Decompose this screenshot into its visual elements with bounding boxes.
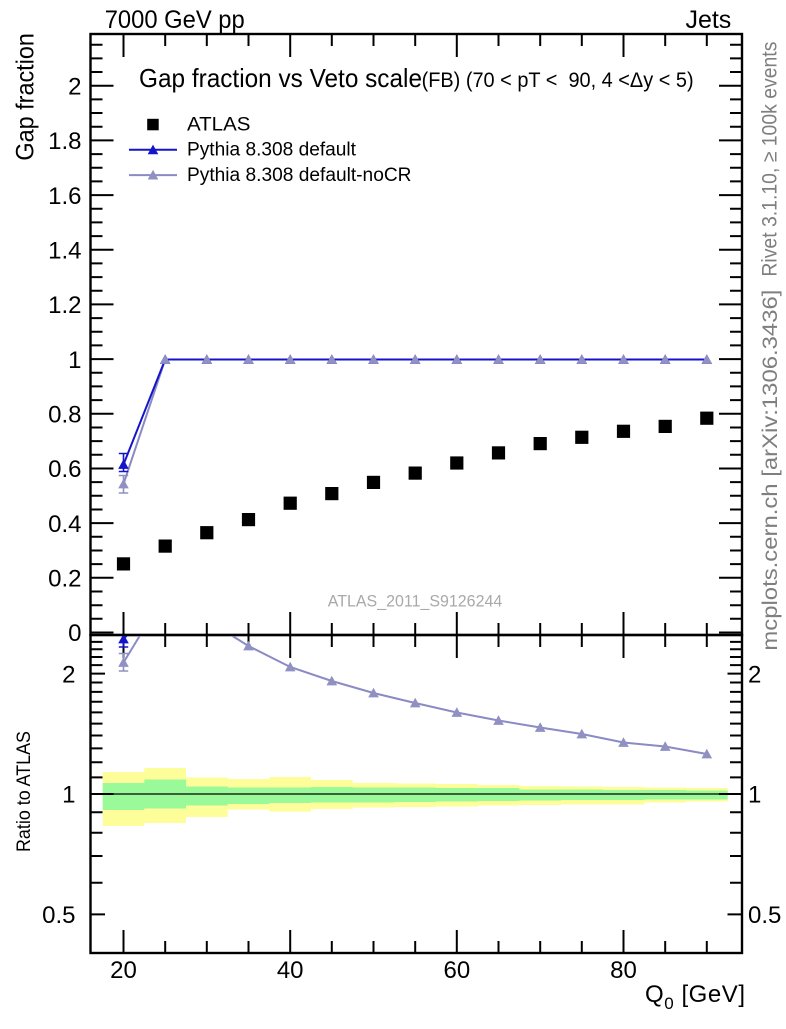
svg-text:2: 2 xyxy=(748,661,761,688)
svg-text:ATLAS: ATLAS xyxy=(187,114,250,135)
svg-text:1.6: 1.6 xyxy=(48,183,81,210)
svg-text:2: 2 xyxy=(68,73,81,100)
svg-text:Gap fraction: Gap fraction xyxy=(12,33,40,161)
svg-text:7000 GeV pp: 7000 GeV pp xyxy=(105,6,245,34)
svg-text:0.4: 0.4 xyxy=(48,511,81,538)
svg-text:Q0 [GeV]: Q0 [GeV] xyxy=(645,981,746,1013)
svg-text:Rivet 3.1.10, ≥ 100k events: Rivet 3.1.10, ≥ 100k events xyxy=(759,42,782,277)
svg-text:Gap fraction vs Veto scale: Gap fraction vs Veto scale xyxy=(139,63,422,93)
svg-text:60: 60 xyxy=(443,957,470,984)
svg-text:1: 1 xyxy=(68,347,81,374)
svg-text:Ratio to ATLAS: Ratio to ATLAS xyxy=(14,731,35,852)
svg-text:0: 0 xyxy=(68,620,81,647)
svg-text:Pythia 8.308 default: Pythia 8.308 default xyxy=(187,140,357,161)
svg-text:0.8: 0.8 xyxy=(48,401,81,428)
svg-text:40: 40 xyxy=(277,957,304,984)
svg-text:2: 2 xyxy=(62,661,75,688)
svg-text:Pythia 8.308 default-noCR: Pythia 8.308 default-noCR xyxy=(187,165,412,186)
svg-text:mcplots.cern.ch [arXiv:1306.34: mcplots.cern.ch [arXiv:1306.3436] xyxy=(759,290,782,651)
svg-text:ATLAS_2011_S9126244: ATLAS_2011_S9126244 xyxy=(328,592,503,611)
svg-text:0.2: 0.2 xyxy=(48,566,81,593)
svg-text:1: 1 xyxy=(62,782,75,809)
svg-text:1: 1 xyxy=(748,782,761,809)
svg-text:0.6: 0.6 xyxy=(48,456,81,483)
svg-text:80: 80 xyxy=(610,957,637,984)
svg-text:(FB) (70 < pT < 90, 4 <Δy < 5: (FB) (70 < pT < 90, 4 <Δy < 5) xyxy=(422,69,694,92)
svg-text:20: 20 xyxy=(110,957,137,984)
svg-text:1.8: 1.8 xyxy=(48,128,81,155)
svg-text:0.5: 0.5 xyxy=(748,902,781,929)
svg-text:Jets: Jets xyxy=(685,6,731,34)
svg-text:0.5: 0.5 xyxy=(42,902,75,929)
svg-text:1.4: 1.4 xyxy=(48,237,81,264)
svg-text:1.2: 1.2 xyxy=(48,292,81,319)
